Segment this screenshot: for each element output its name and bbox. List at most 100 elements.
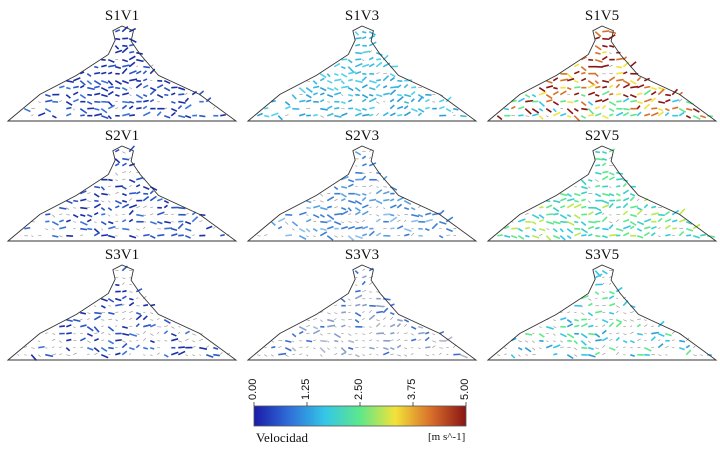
velocity-vector [136,333,140,335]
velocity-vector [334,235,338,238]
velocity-vector [171,351,179,356]
velocity-vector [136,297,139,300]
velocity-vector [369,339,373,342]
velocity-vector [59,219,64,223]
velocity-vector [566,220,575,226]
velocity-vector [368,56,374,61]
velocity-vector [94,332,98,335]
velocity-vector [348,318,352,321]
velocity-vector [637,234,644,239]
velocity-vector [115,214,118,216]
velocity-vector [439,352,442,355]
velocity-vector [66,207,70,210]
velocity-vector [616,78,624,82]
velocity-vector [101,319,105,321]
velocity-vector [199,346,208,350]
velocity-vector [121,232,127,237]
velocity-vector [608,224,614,230]
velocity-vector [362,113,370,117]
velocity-vector [459,353,468,359]
velocity-vector [80,234,84,237]
velocity-vector [601,329,607,335]
velocity-vector [369,206,372,209]
velocity-vector [122,199,128,203]
velocity-vector [340,210,349,216]
velocity-vector [108,214,111,217]
velocity-vector [389,346,395,351]
velocity-vector [256,112,263,117]
velocity-vector [143,226,146,229]
velocity-vector [66,318,73,323]
velocity-vector [121,162,127,167]
velocity-vector [93,211,99,216]
velocity-vector [369,86,376,91]
velocity-vector [651,107,658,110]
velocity-vector [129,346,135,351]
velocity-vector [312,213,320,219]
velocity-vector [594,206,602,212]
velocity-vector [595,58,603,63]
velocity-vector [602,227,609,231]
velocity-vector [616,205,621,209]
velocity-vector [73,108,75,111]
velocity-vector [376,310,384,314]
velocity-vector [59,85,65,89]
velocity-vector [205,97,212,103]
colorbar-unit: [m s^-1] [428,431,466,443]
velocity-vector [333,220,342,226]
velocity-vector [397,93,403,97]
velocity-vector [100,353,109,359]
velocity-vector [525,212,529,216]
velocity-vector [199,338,203,342]
velocity-vector [588,233,593,237]
velocity-vector [298,330,304,335]
velocity-vector [368,162,377,167]
velocity-panel [6,145,238,242]
velocity-vector [397,338,401,342]
velocity-vector [87,312,91,314]
velocity-vector [581,185,588,190]
velocity-vector [609,311,615,315]
velocity-vector [121,295,127,300]
velocity-vector [581,71,586,75]
velocity-vector [595,234,601,238]
velocity-vector [115,107,119,110]
velocity-vector [270,221,276,226]
velocity-vector [115,325,118,328]
velocity-vector [135,70,142,75]
velocity-vector [163,97,171,103]
velocity-vector [375,224,381,230]
velocity-vector [306,346,309,349]
velocity-vector [108,193,111,196]
velocity-vector [320,227,327,231]
velocity-vector [327,219,332,223]
velocity-vector [277,225,283,230]
velocity-vector [588,340,591,344]
velocity-vector [319,231,328,237]
velocity-vector [616,178,624,181]
velocity-vector [178,331,181,334]
velocity-vector [142,195,150,202]
velocity-vector [136,114,144,119]
velocity-vector [383,207,386,210]
velocity-vector [411,232,415,236]
velocity-vector [52,338,56,342]
velocity-vector [389,323,396,328]
velocity-vector [178,114,186,119]
velocity-vector [108,318,113,321]
velocity-vector [650,336,656,342]
velocity-vector [341,311,347,314]
velocity-vector [348,311,351,314]
velocity-vector [538,218,545,223]
velocity-vector [602,192,611,197]
velocity-vector [566,228,574,234]
velocity-vector [525,226,530,230]
velocity-vector [149,323,156,328]
velocity-vector [497,354,501,357]
velocity-vector [446,234,451,237]
velocity-vector [341,94,344,96]
velocity-vector [277,115,283,121]
velocity-vector [163,319,171,324]
velocity-vector [376,101,380,104]
velocity-vector [170,332,177,337]
